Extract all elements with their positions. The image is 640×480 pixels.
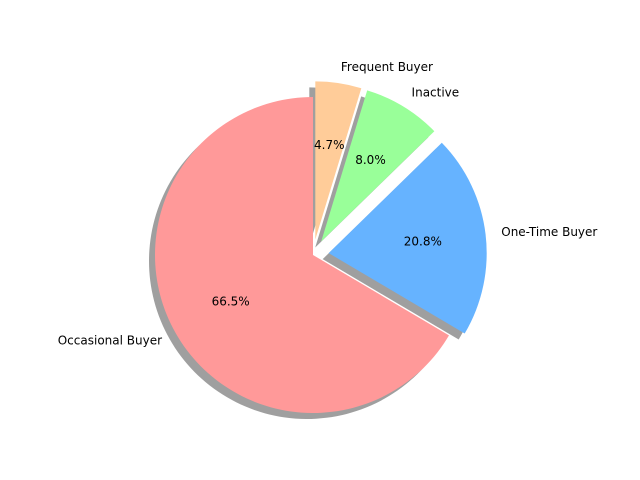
slice-label: Inactive <box>412 86 460 100</box>
pie-slice-occasional-buyer <box>155 97 449 413</box>
slice-percent-label: 4.7% <box>314 138 345 152</box>
slice-label: Occasional Buyer <box>58 334 162 348</box>
pie-slice-frequent-buyer <box>315 81 362 240</box>
slice-percent-label: 66.5% <box>212 294 250 308</box>
slice-percent-label: 8.0% <box>355 153 386 167</box>
slice-label: Frequent Buyer <box>341 60 433 74</box>
pie-slice-inactive <box>321 90 435 242</box>
slice-percent-label: 20.8% <box>404 234 442 248</box>
pie-slice-one-time-buyer <box>328 142 487 334</box>
slice-label: One-Time Buyer <box>501 225 597 239</box>
